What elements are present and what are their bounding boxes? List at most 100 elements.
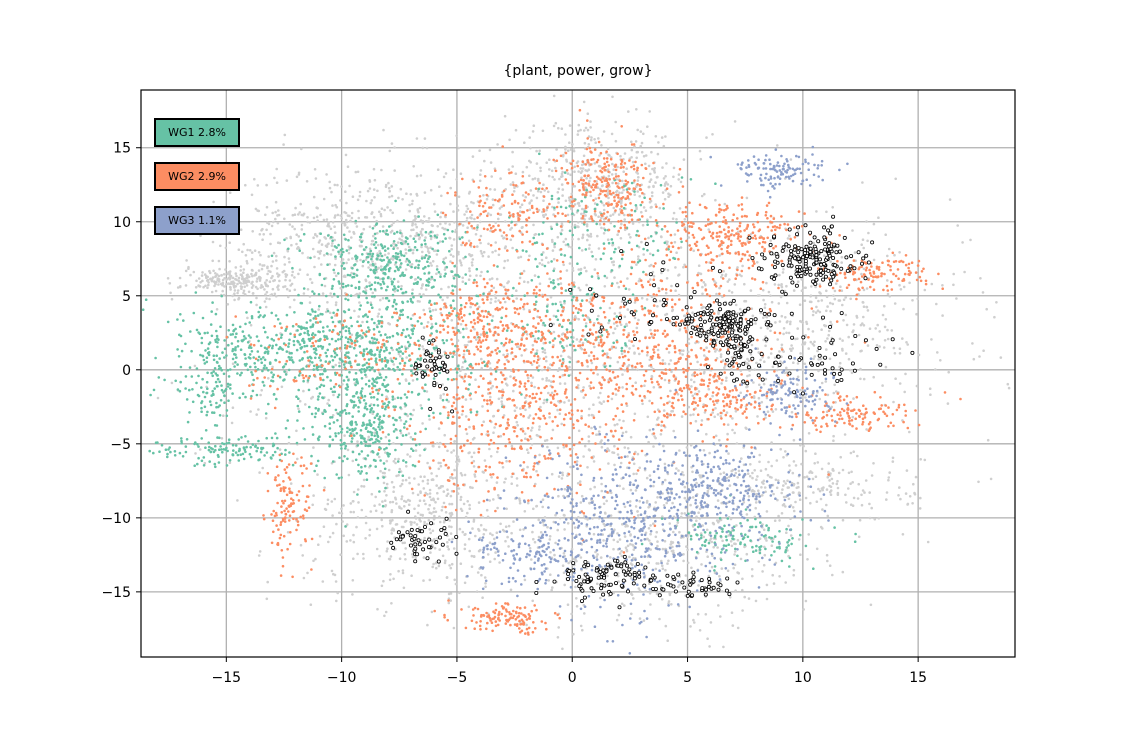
background-point: [482, 420, 486, 424]
background-point: [447, 285, 450, 289]
background-point: [433, 546, 437, 550]
background-point: [573, 223, 577, 227]
background-point: [736, 571, 739, 574]
series-1-point: [257, 310, 261, 314]
series-1-point: [457, 329, 460, 332]
background-point: [851, 229, 854, 232]
background-point: [340, 221, 344, 224]
background-point: [648, 428, 652, 432]
background-point: [661, 359, 665, 362]
background-point: [570, 207, 573, 211]
background-point: [535, 505, 538, 508]
background-point: [457, 459, 461, 463]
background-point: [810, 285, 813, 288]
series-1-point: [446, 416, 450, 420]
background-point: [621, 431, 625, 435]
series-1-point: [468, 383, 471, 386]
background-point: [388, 195, 391, 199]
background-point: [322, 197, 326, 201]
series-1-point: [337, 320, 341, 324]
background-point: [503, 114, 507, 118]
background-point: [418, 499, 422, 503]
background-point: [726, 569, 730, 573]
background-point: [640, 240, 643, 244]
series-1-point: [303, 331, 306, 335]
background-point: [429, 237, 433, 241]
background-point: [706, 555, 709, 558]
series-1-point: [373, 369, 377, 373]
background-point: [459, 498, 463, 502]
background-point: [870, 474, 874, 477]
background-point: [733, 553, 736, 556]
background-point: [326, 243, 330, 246]
background-point: [327, 398, 331, 402]
background-point: [535, 349, 539, 352]
series-1-point: [391, 334, 395, 338]
background-point: [531, 130, 535, 133]
background-point: [675, 251, 678, 254]
background-point: [384, 504, 388, 507]
background-point: [789, 158, 793, 161]
background-point: [835, 390, 838, 393]
background-point: [544, 213, 547, 216]
background-point: [268, 280, 272, 284]
background-point: [333, 183, 337, 187]
background-point: [330, 244, 334, 248]
background-point: [675, 218, 678, 221]
background-point: [798, 498, 802, 502]
series-1-point: [372, 341, 375, 345]
background-point: [638, 617, 642, 620]
background-point: [687, 515, 691, 518]
series-1-point: [375, 381, 379, 384]
series-1-point: [353, 346, 356, 350]
series-1-point: [178, 389, 182, 393]
background-point: [829, 489, 833, 492]
background-point: [594, 258, 598, 261]
background-point: [538, 425, 541, 428]
background-point: [650, 194, 654, 198]
background-point: [497, 397, 501, 401]
background-point: [463, 533, 467, 536]
background-point: [630, 612, 633, 616]
background-point: [415, 137, 419, 140]
series-1-point: [312, 368, 316, 371]
background-point: [579, 624, 583, 628]
background-point: [179, 285, 182, 288]
background-point: [556, 191, 560, 194]
background-point: [453, 578, 457, 582]
background-point: [814, 285, 817, 289]
background-point: [473, 217, 476, 221]
background-point: [423, 215, 426, 218]
background-point: [556, 235, 560, 239]
background-point: [345, 261, 348, 265]
background-point: [537, 177, 540, 181]
background-point: [428, 578, 432, 582]
background-point: [439, 222, 442, 226]
series-1-point: [179, 313, 182, 316]
series-1-point: [259, 357, 263, 361]
background-point: [575, 605, 579, 608]
background-point: [644, 154, 648, 157]
background-point: [832, 469, 835, 472]
background-point: [658, 299, 662, 303]
background-point: [385, 395, 388, 399]
series-1-point: [283, 370, 286, 373]
background-point: [664, 624, 668, 628]
background-point: [701, 292, 704, 296]
background-point: [654, 203, 657, 206]
background-point: [564, 133, 567, 136]
background-point: [642, 206, 646, 209]
background-point: [430, 512, 433, 515]
background-point: [274, 200, 278, 204]
background-point: [598, 222, 602, 226]
background-point: [777, 283, 780, 287]
background-point: [833, 289, 837, 293]
background-point: [735, 442, 739, 445]
background-point: [728, 484, 732, 487]
background-point: [352, 557, 355, 560]
background-point: [356, 488, 360, 491]
background-point: [300, 213, 304, 217]
background-point: [580, 249, 584, 252]
background-point: [312, 559, 315, 563]
background-point: [483, 159, 486, 163]
